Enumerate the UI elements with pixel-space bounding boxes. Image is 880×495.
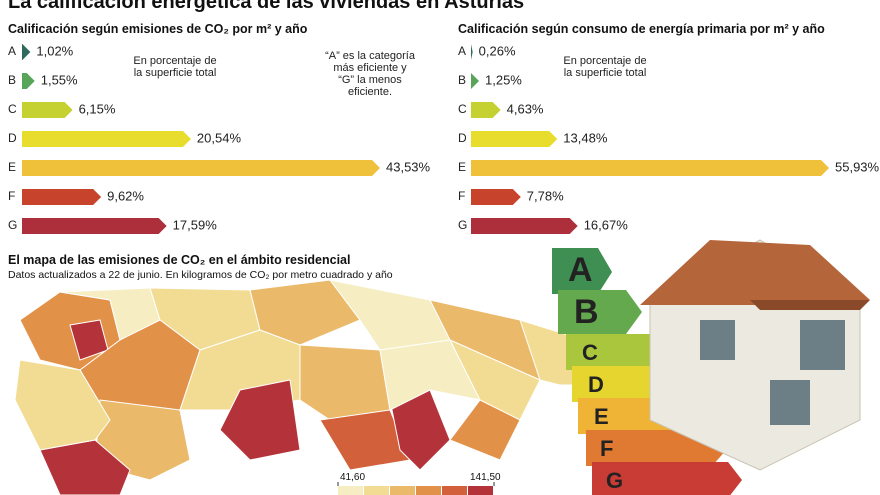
bar [471,44,473,60]
value-label: 4,63% [507,101,544,116]
label-letter: A [568,251,593,289]
annotation: En porcentaje de la superficie total [563,55,647,79]
map-subtitle: Datos actualizados a 22 de junio. En kil… [8,269,393,281]
value-label: 1,25% [485,72,522,87]
legend-swatch [338,486,363,495]
legend-min: 41,60 [340,472,366,483]
category-label: G [458,218,467,232]
category-label: B [458,73,466,87]
bar [471,189,521,205]
legend-swatch [364,486,389,495]
bar [471,73,480,89]
value-label: 1,02% [36,43,73,58]
category-label: B [8,73,16,87]
legend-swatch [390,486,415,495]
category-label: C [8,102,17,116]
label-letter: B [574,293,599,331]
bar [22,218,167,234]
category-label: F [8,189,15,203]
page-title: La calificación energética de las vivien… [8,0,525,13]
chart-title: Calificación según consumo de energía pr… [458,22,825,36]
bar [471,131,558,147]
value-label: 20,54% [197,130,242,145]
value-label: 1,55% [41,72,78,87]
category-label: E [458,160,466,174]
legend-max: 141,50 [470,472,501,483]
value-label: 0,26% [479,43,516,58]
energy-label-illustration [552,239,870,495]
category-label: A [8,44,16,58]
bar [471,160,829,176]
value-label: 13,48% [563,130,608,145]
bar [22,189,102,205]
bar [22,73,35,89]
category-label: G [8,218,17,232]
value-label: 7,78% [527,188,564,203]
bar [22,44,31,60]
value-label: 43,53% [386,159,431,174]
bar [22,160,380,176]
legend-swatch [468,486,493,495]
map-title: El mapa de las emisiones de CO₂ en el ám… [8,253,351,267]
label-letter: G [606,468,623,493]
value-label: 16,67% [584,217,629,232]
value-label: 55,93% [835,159,880,174]
bar [471,218,578,234]
annotation: “A” es la categoría más eficiente y “G” … [325,50,415,98]
category-label: A [458,44,466,58]
chart-title: Calificación según emisiones de CO₂ por … [8,22,308,36]
category-label: F [458,189,465,203]
value-label: 17,59% [173,217,218,232]
value-label: 9,62% [107,188,144,203]
label-letter: D [588,372,604,397]
bar [22,102,73,118]
category-label: E [8,160,16,174]
label-letter: C [582,340,598,365]
label-letter: F [600,436,613,461]
value-label: 6,15% [79,101,116,116]
category-label: D [8,131,17,145]
annotation: En porcentaje de la superficie total [133,55,217,79]
legend-swatch [416,486,441,495]
category-label: D [458,131,467,145]
bar [22,131,191,147]
map [14,279,601,495]
label-letter: E [594,404,609,429]
bar [471,102,501,118]
category-label: C [458,102,467,116]
legend-swatch [442,486,467,495]
